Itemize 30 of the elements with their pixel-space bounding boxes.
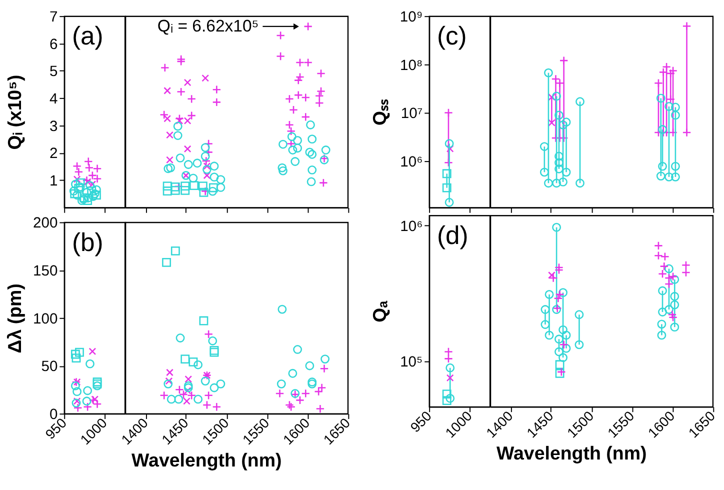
annotation: Qᵢ = 6.62x10⁵ [157,16,259,36]
y-axis-title: Δλ (pm) [4,284,26,354]
annotation: (b) [72,228,104,257]
y-tick-label: 5 [49,64,58,80]
y-tick-label: 150 [33,263,58,280]
x-tick-label: 950 [408,408,435,436]
y-tick-label: 2 [49,146,58,162]
annotation: (a) [72,22,104,51]
y-tick-label: 10⁶ [400,154,423,171]
y-tick-label: 100 [33,311,58,328]
y-axis-title: Qᵢ (x10⁵) [4,74,26,150]
y-tick-label: 7 [49,9,58,26]
x-axis-title: Wavelength (nm) [496,442,647,464]
x-axis-title: Wavelength (nm) [132,449,282,470]
y-tick-label: 10⁹ [400,9,423,26]
y-tick-label: 10⁵ [400,354,423,370]
annotation: (c) [436,22,467,51]
y-tick-label: 1 [49,174,58,190]
y-tick-label: 200 [33,216,58,232]
y-tick-label: 10⁶ [400,218,423,235]
y-tick-label: 50 [41,359,58,376]
y-tick-label: 6 [49,36,58,53]
y-tick-label: 0 [49,407,58,423]
y-axis-title: Qₐ [369,300,390,322]
y-tick-label: 10⁷ [400,106,423,122]
y-axis-title: Qₛₛ [369,98,390,126]
y-tick-label: 4 [49,92,58,108]
y-tick-label: 10⁸ [400,58,423,74]
annotation: (d) [436,222,468,250]
y-tick-label: 3 [49,118,58,135]
